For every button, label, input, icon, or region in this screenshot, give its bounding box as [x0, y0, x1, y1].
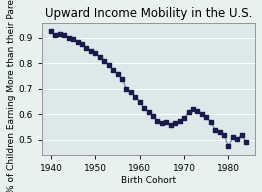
Point	[155, 119, 160, 122]
Point	[89, 49, 93, 52]
Point	[204, 115, 208, 118]
Point	[160, 122, 164, 125]
Point	[244, 141, 248, 144]
Point	[120, 77, 124, 80]
Point	[129, 90, 133, 94]
Point	[142, 107, 146, 110]
Point	[217, 131, 222, 134]
Point	[102, 59, 106, 62]
Point	[49, 29, 53, 32]
X-axis label: Birth Cohort: Birth Cohort	[121, 176, 176, 185]
Point	[182, 117, 186, 120]
Point	[213, 128, 217, 131]
Point	[187, 110, 191, 113]
Point	[75, 40, 80, 43]
Point	[191, 108, 195, 111]
Point	[111, 68, 115, 71]
Point	[124, 87, 128, 90]
Point	[98, 55, 102, 59]
Point	[84, 46, 89, 49]
Point	[80, 43, 84, 46]
Point	[169, 123, 173, 126]
Point	[71, 38, 75, 41]
Point	[173, 122, 177, 125]
Point	[133, 95, 137, 98]
Point	[107, 63, 111, 66]
Point	[138, 100, 142, 103]
Point	[164, 121, 168, 124]
Point	[62, 33, 66, 36]
Point	[240, 133, 244, 136]
Point	[58, 32, 62, 36]
Point	[53, 34, 58, 37]
Point	[226, 145, 231, 148]
Title: Upward Income Mobility in the U.S.: Upward Income Mobility in the U.S.	[45, 7, 252, 20]
Point	[93, 52, 97, 55]
Point	[209, 121, 213, 124]
Point	[178, 119, 182, 122]
Point	[231, 136, 235, 139]
Point	[67, 36, 71, 39]
Point	[146, 110, 151, 113]
Point	[235, 137, 239, 140]
Point	[222, 133, 226, 136]
Point	[200, 113, 204, 116]
Point	[151, 114, 155, 117]
Point	[195, 109, 199, 112]
Y-axis label: % of Children Earning More than their Parents: % of Children Earning More than their Pa…	[7, 0, 16, 192]
Point	[116, 72, 120, 75]
